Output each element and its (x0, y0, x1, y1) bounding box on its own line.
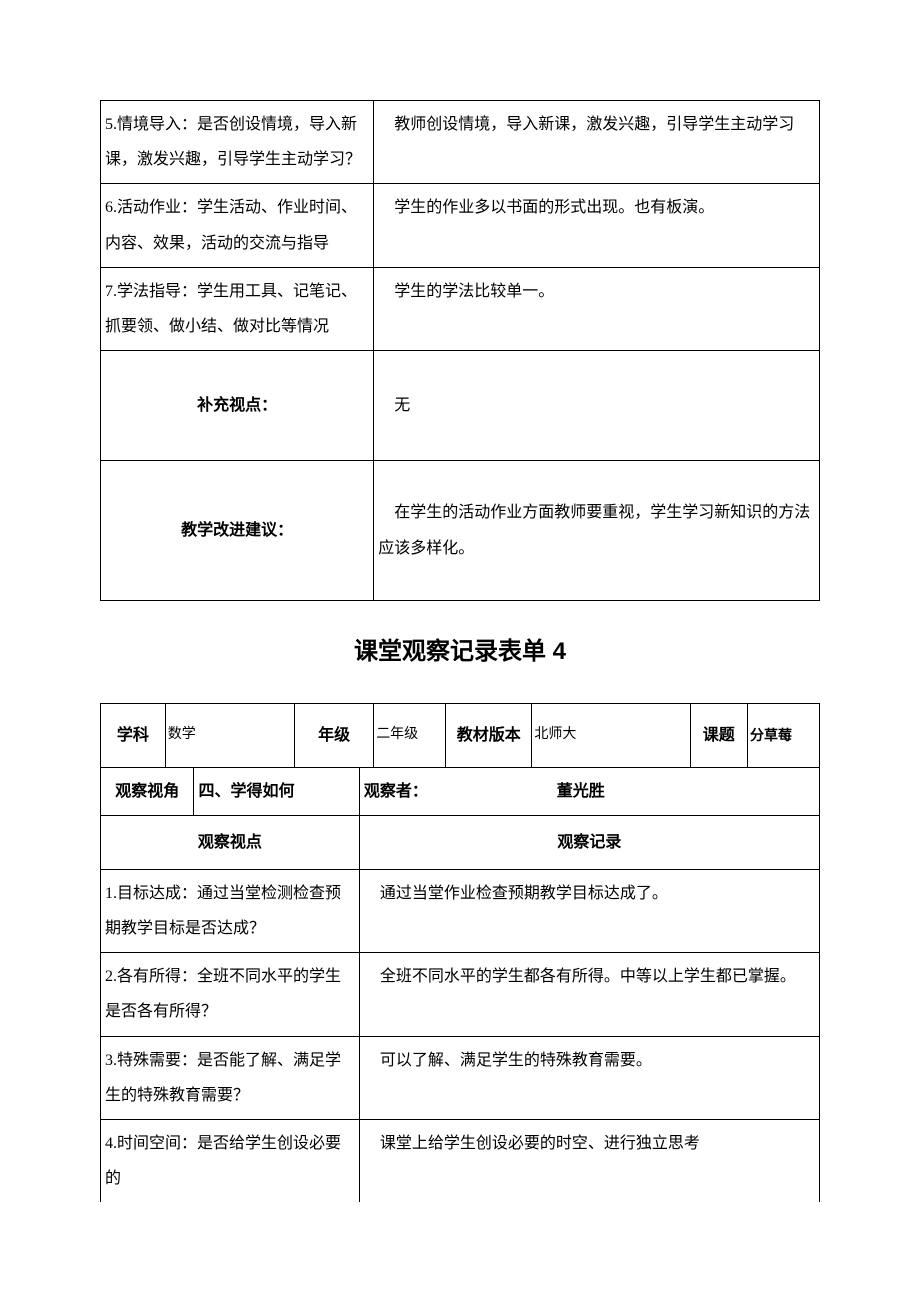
observer-cell: 观察者： 董光胜 (359, 767, 819, 815)
suggestion-label: 教学改进建议： (101, 461, 374, 601)
obs-point-cell: 3.特殊需要：是否能了解、满足学生的特殊教育需要？ (101, 1036, 360, 1119)
table-row: 6.活动作业：学生活动、作业时间、内容、效果，活动的交流与指导 学生的作业多以书… (101, 184, 820, 267)
table-row: 3.特殊需要：是否能了解、满足学生的特殊教育需要？ 可以了解、满足学生的特殊教育… (101, 1036, 820, 1119)
header-row: 学科 数学 年级 二年级 教材版本 北师大 课题 分草莓 (101, 703, 820, 767)
table-row: 1.目标达成：通过当堂检测检查预期教学目标是否达成？ 通过当堂作业检查预期教学目… (101, 869, 820, 952)
page-title: 课堂观察记录表单 4 (100, 629, 820, 675)
table-row: 4.时间空间：是否给学生创设必要的 课堂上给学生创设必要的时空、进行独立思考 (101, 1120, 820, 1203)
angle-value: 四、学得如何 (194, 767, 359, 815)
section-header-row: 观察视点 观察记录 (101, 815, 820, 869)
topic-label: 课题 (690, 703, 748, 767)
textbook-label: 教材版本 (446, 703, 532, 767)
section-right: 观察记录 (359, 815, 819, 869)
obs-point-cell: 7.学法指导：学生用工具、记笔记、抓要领、做小结、做对比等情况 (101, 267, 374, 350)
obs-record-cell: 学生的学法比较单一。 (374, 267, 820, 350)
suggestion-row: 教学改进建议： 在学生的活动作业方面教师要重视，学生学习新知识的方法应该多样化。 (101, 461, 820, 601)
observer-value: 董光胜 (557, 783, 605, 800)
obs-point-cell: 1.目标达成：通过当堂检测检查预期教学目标是否达成？ (101, 869, 360, 952)
supplement-row: 补充视点： 无 (101, 351, 820, 461)
angle-label: 观察视角 (101, 767, 194, 815)
supplement-value: 无 (374, 351, 820, 461)
grade-label: 年级 (295, 703, 374, 767)
obs-record-cell: 可以了解、满足学生的特殊教育需要。 (359, 1036, 819, 1119)
obs-record-cell: 课堂上给学生创设必要的时空、进行独立思考 (359, 1120, 819, 1203)
table-row: 5.情境导入：是否创设情境，导入新课，激发兴趣，引导学生主动学习？ 教师创设情境… (101, 101, 820, 184)
obs-record-cell: 教师创设情境，导入新课，激发兴趣，引导学生主动学习 (374, 101, 820, 184)
table-row: 7.学法指导：学生用工具、记笔记、抓要领、做小结、做对比等情况 学生的学法比较单… (101, 267, 820, 350)
suggestion-value: 在学生的活动作业方面教师要重视，学生学习新知识的方法应该多样化。 (374, 461, 820, 601)
supplement-label: 补充视点： (101, 351, 374, 461)
table-row: 2.各有所得：全班不同水平的学生是否各有所得？ 全班不同水平的学生都各有所得。中… (101, 953, 820, 1036)
section-left: 观察视点 (101, 815, 360, 869)
textbook-value: 北师大 (532, 703, 690, 767)
obs-point-cell: 6.活动作业：学生活动、作业时间、内容、效果，活动的交流与指导 (101, 184, 374, 267)
observation-table-2: 学科 数学 年级 二年级 教材版本 北师大 课题 分草莓 观察视角 四、学得如何… (100, 703, 820, 1203)
subject-value: 数学 (165, 703, 294, 767)
grade-value: 二年级 (374, 703, 446, 767)
observation-table-1: 5.情境导入：是否创设情境，导入新课，激发兴趣，引导学生主动学习？ 教师创设情境… (100, 100, 820, 601)
obs-point-cell: 4.时间空间：是否给学生创设必要的 (101, 1120, 360, 1203)
obs-record-cell: 全班不同水平的学生都各有所得。中等以上学生都已掌握。 (359, 953, 819, 1036)
obs-record-cell: 通过当堂作业检查预期教学目标达成了。 (359, 869, 819, 952)
observer-row: 观察视角 四、学得如何 观察者： 董光胜 (101, 767, 820, 815)
subject-label: 学科 (101, 703, 166, 767)
obs-point-cell: 2.各有所得：全班不同水平的学生是否各有所得？ (101, 953, 360, 1036)
topic-value: 分草莓 (748, 703, 820, 767)
obs-point-cell: 5.情境导入：是否创设情境，导入新课，激发兴趣，引导学生主动学习？ (101, 101, 374, 184)
obs-record-cell: 学生的作业多以书面的形式出现。也有板演。 (374, 184, 820, 267)
observer-label: 观察者： (364, 783, 428, 800)
